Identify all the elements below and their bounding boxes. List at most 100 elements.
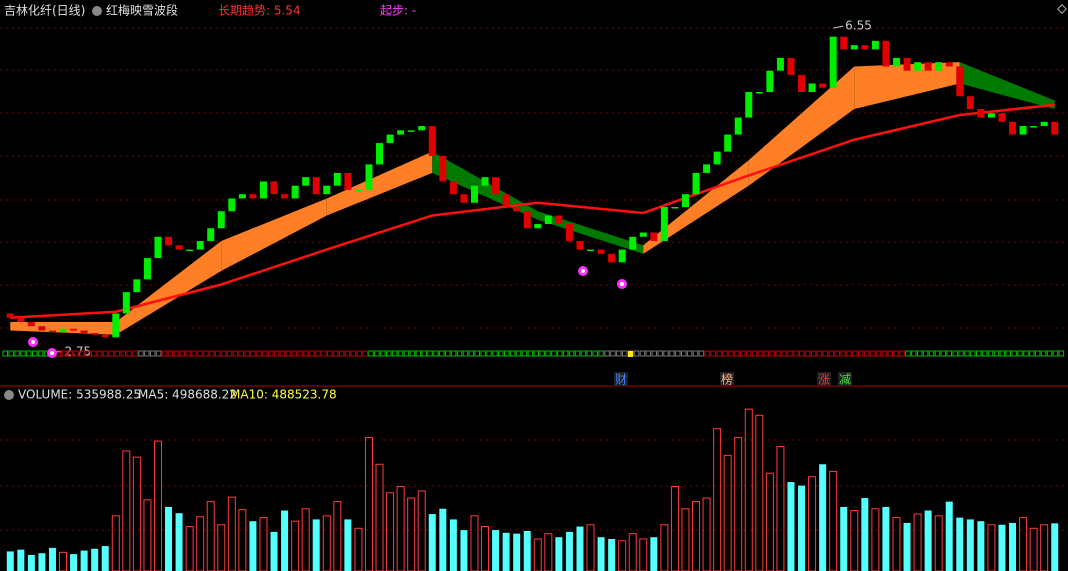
candle-body: [966, 96, 974, 110]
candle-body: [281, 194, 289, 199]
signal-square: [273, 350, 280, 357]
signal-square: [185, 350, 191, 357]
signal-square: [999, 350, 1006, 357]
volume-bar: [375, 463, 384, 571]
candle-body: [207, 228, 215, 242]
candle-body: [639, 232, 647, 237]
signal-square: [675, 350, 681, 357]
volume-bar: [481, 526, 490, 571]
candle-body: [523, 211, 531, 229]
signal-square: [1029, 350, 1035, 357]
signal-square: [114, 350, 121, 357]
signal-square: [415, 350, 421, 357]
trend-band: [221, 198, 327, 271]
volume-bar: [934, 515, 943, 571]
volume-bar: [966, 519, 974, 571]
corner-icon[interactable]: [1057, 4, 1067, 14]
candle-body: [154, 236, 162, 259]
volume-bar: [533, 538, 542, 571]
signal-square: [557, 350, 563, 357]
signal-square: [1023, 350, 1029, 357]
signal-square: [439, 350, 445, 357]
signal-square: [380, 350, 386, 357]
candle-body: [977, 109, 985, 118]
signal-square: [456, 350, 463, 357]
signal-square: [315, 350, 321, 357]
signal-square: [563, 350, 569, 357]
volume-bar: [945, 501, 953, 571]
signal-square: [616, 350, 622, 357]
candle-body: [808, 83, 816, 92]
candle-body: [397, 130, 405, 135]
signal-square: [893, 350, 899, 357]
signal-square: [539, 350, 545, 357]
candle-body: [365, 164, 373, 190]
signal-square: [622, 350, 628, 357]
candle-body: [892, 57, 900, 67]
signal-square: [734, 350, 740, 357]
signal-square: [285, 350, 292, 357]
marker-box: [720, 372, 734, 386]
volume-bar: [439, 508, 447, 571]
volume-bar: [80, 550, 88, 571]
volume-bar: [301, 508, 310, 571]
volume-bar: [734, 437, 743, 571]
signal-square: [427, 350, 433, 357]
volume-bar: [1040, 524, 1049, 571]
signal-square: [568, 350, 575, 357]
signal-square: [356, 350, 362, 357]
volume-bar: [249, 521, 257, 571]
volume-bar: [1009, 522, 1017, 571]
menu-icon[interactable]: [92, 6, 102, 16]
volume-bar: [586, 524, 595, 571]
volume-bar: [765, 472, 774, 571]
marker-box: [838, 372, 852, 386]
candle-body: [914, 62, 922, 71]
signal-square: [651, 350, 657, 357]
candle-body: [724, 134, 732, 152]
volume-title: VOLUME: 535988.25: [18, 388, 141, 402]
signal-square: [73, 350, 79, 357]
volume-bar: [544, 533, 553, 571]
signal-square: [445, 350, 451, 357]
signal-square: [91, 350, 97, 357]
event-marker: 榜: [721, 372, 733, 387]
volume-bar: [111, 515, 120, 571]
signal-square: [787, 350, 793, 357]
signal-square: [628, 351, 633, 357]
candle-body: [122, 292, 130, 314]
candle-body: [703, 164, 711, 173]
signal-square: [386, 350, 392, 357]
signal-square: [533, 350, 539, 357]
signal-square: [397, 350, 404, 357]
signal-square: [209, 350, 215, 357]
candle-body: [565, 224, 573, 242]
ma5-label: MA5: 498688.22: [138, 388, 237, 402]
candle-body: [6, 313, 14, 318]
signal-square: [321, 350, 327, 357]
volume-bar: [27, 554, 35, 571]
indicator-value: 长期趋势: 5.54: [218, 4, 301, 18]
stock-title: 吉林化纤(日线): [4, 4, 85, 18]
signal-square: [1058, 350, 1065, 357]
candle-body: [513, 206, 521, 212]
candle-body: [787, 57, 795, 75]
signal-square: [946, 350, 952, 357]
volume-bar: [59, 551, 68, 571]
signal-square: [669, 350, 675, 357]
signal-square: [639, 350, 646, 357]
candle-body: [745, 91, 753, 118]
signal-square: [85, 350, 91, 357]
candle-body: [354, 189, 362, 192]
menu-icon[interactable]: [4, 390, 14, 400]
signal-square: [2, 350, 8, 357]
signal-square: [344, 350, 351, 357]
volume-bar: [270, 531, 278, 571]
candle-body: [112, 313, 120, 338]
candle-body: [481, 177, 489, 186]
signal-square: [970, 350, 976, 357]
volume-bar: [723, 454, 732, 571]
volume-bar: [291, 520, 300, 571]
volume-bar: [91, 548, 99, 571]
